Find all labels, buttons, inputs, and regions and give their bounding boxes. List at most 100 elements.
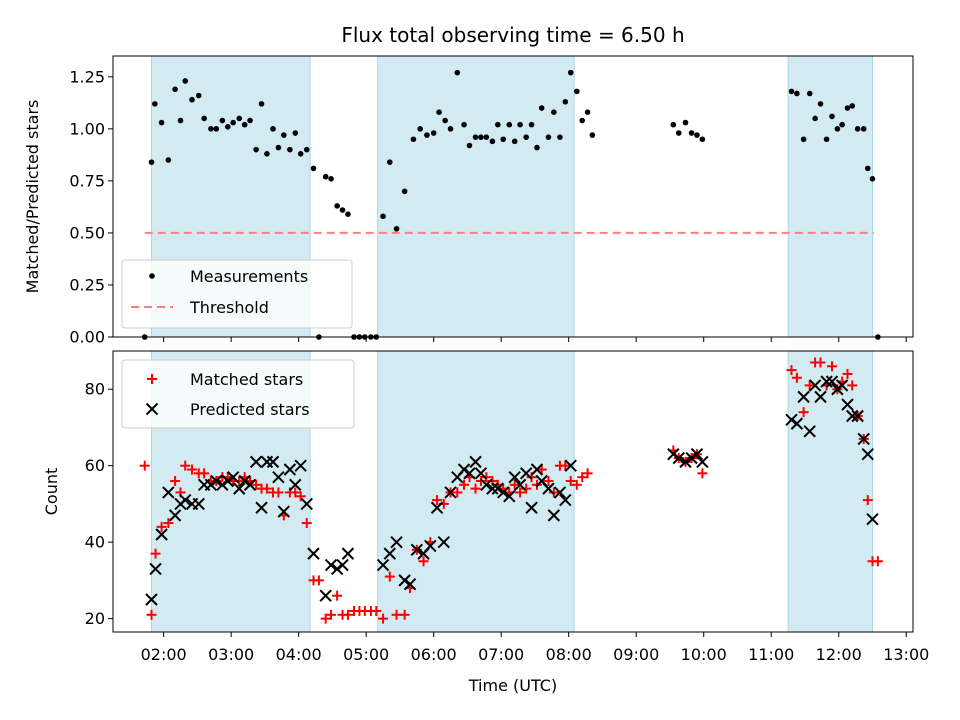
predicted-point — [857, 432, 870, 446]
matched-point — [509, 479, 520, 490]
measurement-point — [393, 225, 400, 232]
predicted-point-b — [508, 470, 521, 484]
predicted-point — [667, 448, 680, 461]
measurement-point — [500, 136, 507, 143]
predicted-point-b — [410, 543, 424, 557]
matched-point — [847, 380, 858, 391]
predicted-point — [851, 409, 864, 423]
matched-point — [320, 613, 331, 624]
y-tick-label: 0.00 — [69, 328, 105, 347]
measurement-point — [699, 136, 706, 143]
x-tick-label: 03:00 — [208, 645, 254, 664]
matched-point — [371, 605, 382, 616]
measurement-point — [292, 130, 299, 136]
predicted-point — [457, 463, 471, 476]
predicted-point — [547, 509, 561, 522]
matched-point — [150, 548, 161, 559]
predicted-point-b — [503, 490, 516, 503]
measurement-point — [195, 92, 202, 99]
predicted-point — [283, 463, 297, 476]
predicted-point-b — [376, 558, 390, 572]
matched-point — [452, 487, 463, 498]
predicted-point — [403, 578, 417, 591]
x-tick-label: 07:00 — [478, 645, 524, 664]
predicted-point-b — [324, 558, 338, 572]
predicted-point-b — [162, 486, 175, 499]
bottom-legend: Matched stars Predicted stars — [121, 359, 355, 429]
predicted-point — [145, 593, 158, 606]
measurement-point — [281, 132, 287, 138]
matched-point — [798, 407, 809, 418]
predicted-point-b — [513, 478, 527, 492]
predicted-point — [210, 474, 223, 488]
measurement-point — [869, 176, 876, 182]
predicted-point-b — [553, 486, 567, 499]
predicted-point-b — [398, 574, 411, 587]
measurement-point — [854, 126, 861, 132]
predicted-point — [685, 451, 698, 465]
matched-point — [301, 518, 312, 529]
measurement-point — [478, 134, 484, 140]
predicted-point — [808, 379, 822, 392]
measurement-point — [551, 109, 557, 115]
measurement-point — [794, 90, 800, 97]
matched-point — [418, 556, 429, 567]
measurement-point — [579, 117, 585, 124]
predicted-point-b — [820, 375, 833, 388]
predicted-point — [519, 467, 533, 480]
measurement-point — [528, 121, 535, 128]
matched-point — [295, 491, 306, 502]
predicted-point — [221, 474, 234, 488]
measurement-point — [557, 134, 563, 140]
predicted-point — [672, 451, 685, 465]
predicted-point-b — [851, 409, 864, 423]
predicted-point-b — [444, 486, 457, 499]
matched-point — [872, 556, 883, 567]
predicted-point-b — [457, 463, 471, 476]
measurement-point — [430, 130, 437, 136]
predicted-point-b — [266, 455, 280, 469]
predicted-point-b — [535, 474, 548, 488]
measurement-point — [694, 132, 700, 138]
matched-point — [261, 483, 272, 494]
matched-point — [290, 487, 301, 498]
predicted-point-b — [463, 467, 476, 480]
measurement-point — [466, 142, 473, 149]
predicted-point — [272, 470, 285, 484]
top-y-axis-label: Matched/Predicted stars — [23, 100, 42, 294]
y-tick-label: 20 — [85, 609, 105, 628]
predicted-star-points — [145, 375, 879, 606]
measurement-point — [675, 130, 682, 136]
predicted-point-b — [430, 501, 444, 514]
predicted-point — [155, 528, 168, 541]
matched-point — [548, 487, 559, 498]
predicted-point-b — [785, 413, 798, 427]
predicted-point — [376, 558, 390, 572]
matched-point — [326, 609, 337, 620]
predicted-point-b — [814, 390, 827, 404]
top-panel-ratio: 0.00 0.25 0.50 0.75 1.00 1.25 Matched/Predict… — [23, 55, 914, 347]
predicted-point — [289, 478, 302, 492]
predicted-point-b — [846, 409, 859, 423]
measurement-point — [258, 101, 265, 107]
predicted-point-b — [226, 470, 240, 484]
predicted-point-b — [525, 501, 538, 514]
predicted-point-b — [383, 547, 397, 560]
predicted-point-b — [390, 535, 403, 549]
matched-point — [543, 475, 554, 486]
measurement-point — [224, 123, 231, 130]
matched-point — [186, 464, 197, 475]
predicted-point-b — [491, 482, 505, 495]
matched-point — [163, 518, 174, 529]
predicted-point — [803, 425, 816, 438]
predicted-point — [503, 490, 516, 503]
matched-point — [804, 380, 815, 391]
predicted-point — [330, 562, 344, 576]
predicted-point-b — [797, 390, 810, 404]
measurement-point — [817, 101, 824, 107]
predicted-point — [410, 543, 424, 557]
predicted-point — [846, 409, 859, 423]
predicted-point-b — [564, 459, 577, 472]
predicted-point — [398, 574, 411, 587]
